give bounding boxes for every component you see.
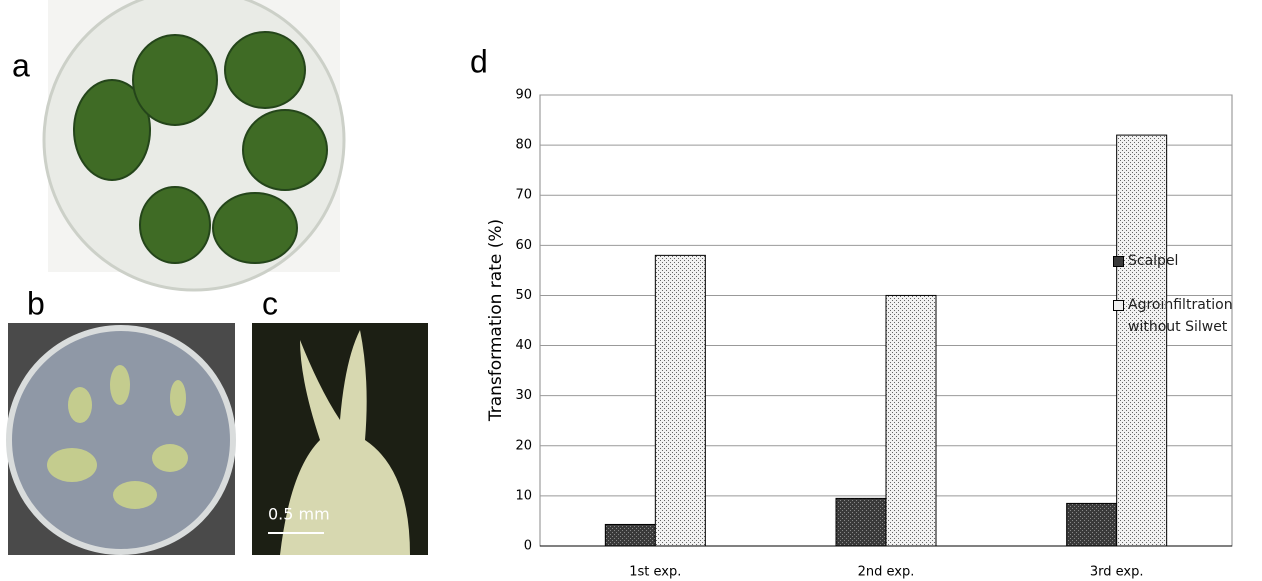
bar [655, 255, 705, 546]
legend-entry: Agroinfiltration without Silwet [1113, 294, 1253, 338]
panel-label: c [262, 285, 278, 321]
legend-entry: Scalpel [1113, 250, 1253, 272]
y-axis-label: Transformation rate (%) [486, 219, 506, 422]
bar [1067, 503, 1117, 546]
y-tick-label: 70 [515, 188, 532, 203]
photo-c: 0.5 mm [252, 323, 428, 555]
y-tick-label: 80 [515, 138, 532, 153]
y-tick-label: 90 [515, 88, 532, 103]
y-tick-label: 50 [515, 288, 532, 303]
x-tick-label: 3rd exp. [1090, 565, 1144, 580]
bar [605, 524, 655, 546]
photo-a [44, 0, 344, 290]
legend-swatch [1113, 300, 1124, 311]
x-tick-label: 2nd exp. [858, 565, 915, 580]
y-tick-label: 0 [524, 539, 532, 554]
panel-label: a [12, 47, 30, 83]
scale-bar-label: 0.5 mm [268, 505, 330, 524]
panel-label: d [470, 43, 488, 79]
x-tick-label: 1st exp. [629, 565, 681, 580]
legend-label: Agroinfiltration without Silwet [1128, 294, 1253, 338]
bar [836, 498, 886, 546]
photo-b [8, 323, 235, 555]
legend-label: Scalpel [1128, 250, 1178, 272]
figure: 0.5 mm a b c d Transformation rate (%) 0… [0, 0, 1262, 581]
y-tick-label: 20 [515, 438, 532, 453]
y-tick-label: 40 [515, 338, 532, 353]
y-tick-label: 30 [515, 388, 532, 403]
legend-swatch [1113, 256, 1124, 267]
page: 0.5 mm a b c d Transformation rate (%) 0… [0, 0, 1262, 581]
y-tick-label: 60 [515, 238, 532, 253]
y-tick-label: 10 [515, 488, 532, 503]
panel-label: b [27, 285, 45, 321]
legend: Scalpel Agroinfiltration without Silwet [1113, 250, 1253, 360]
bar [886, 295, 936, 546]
